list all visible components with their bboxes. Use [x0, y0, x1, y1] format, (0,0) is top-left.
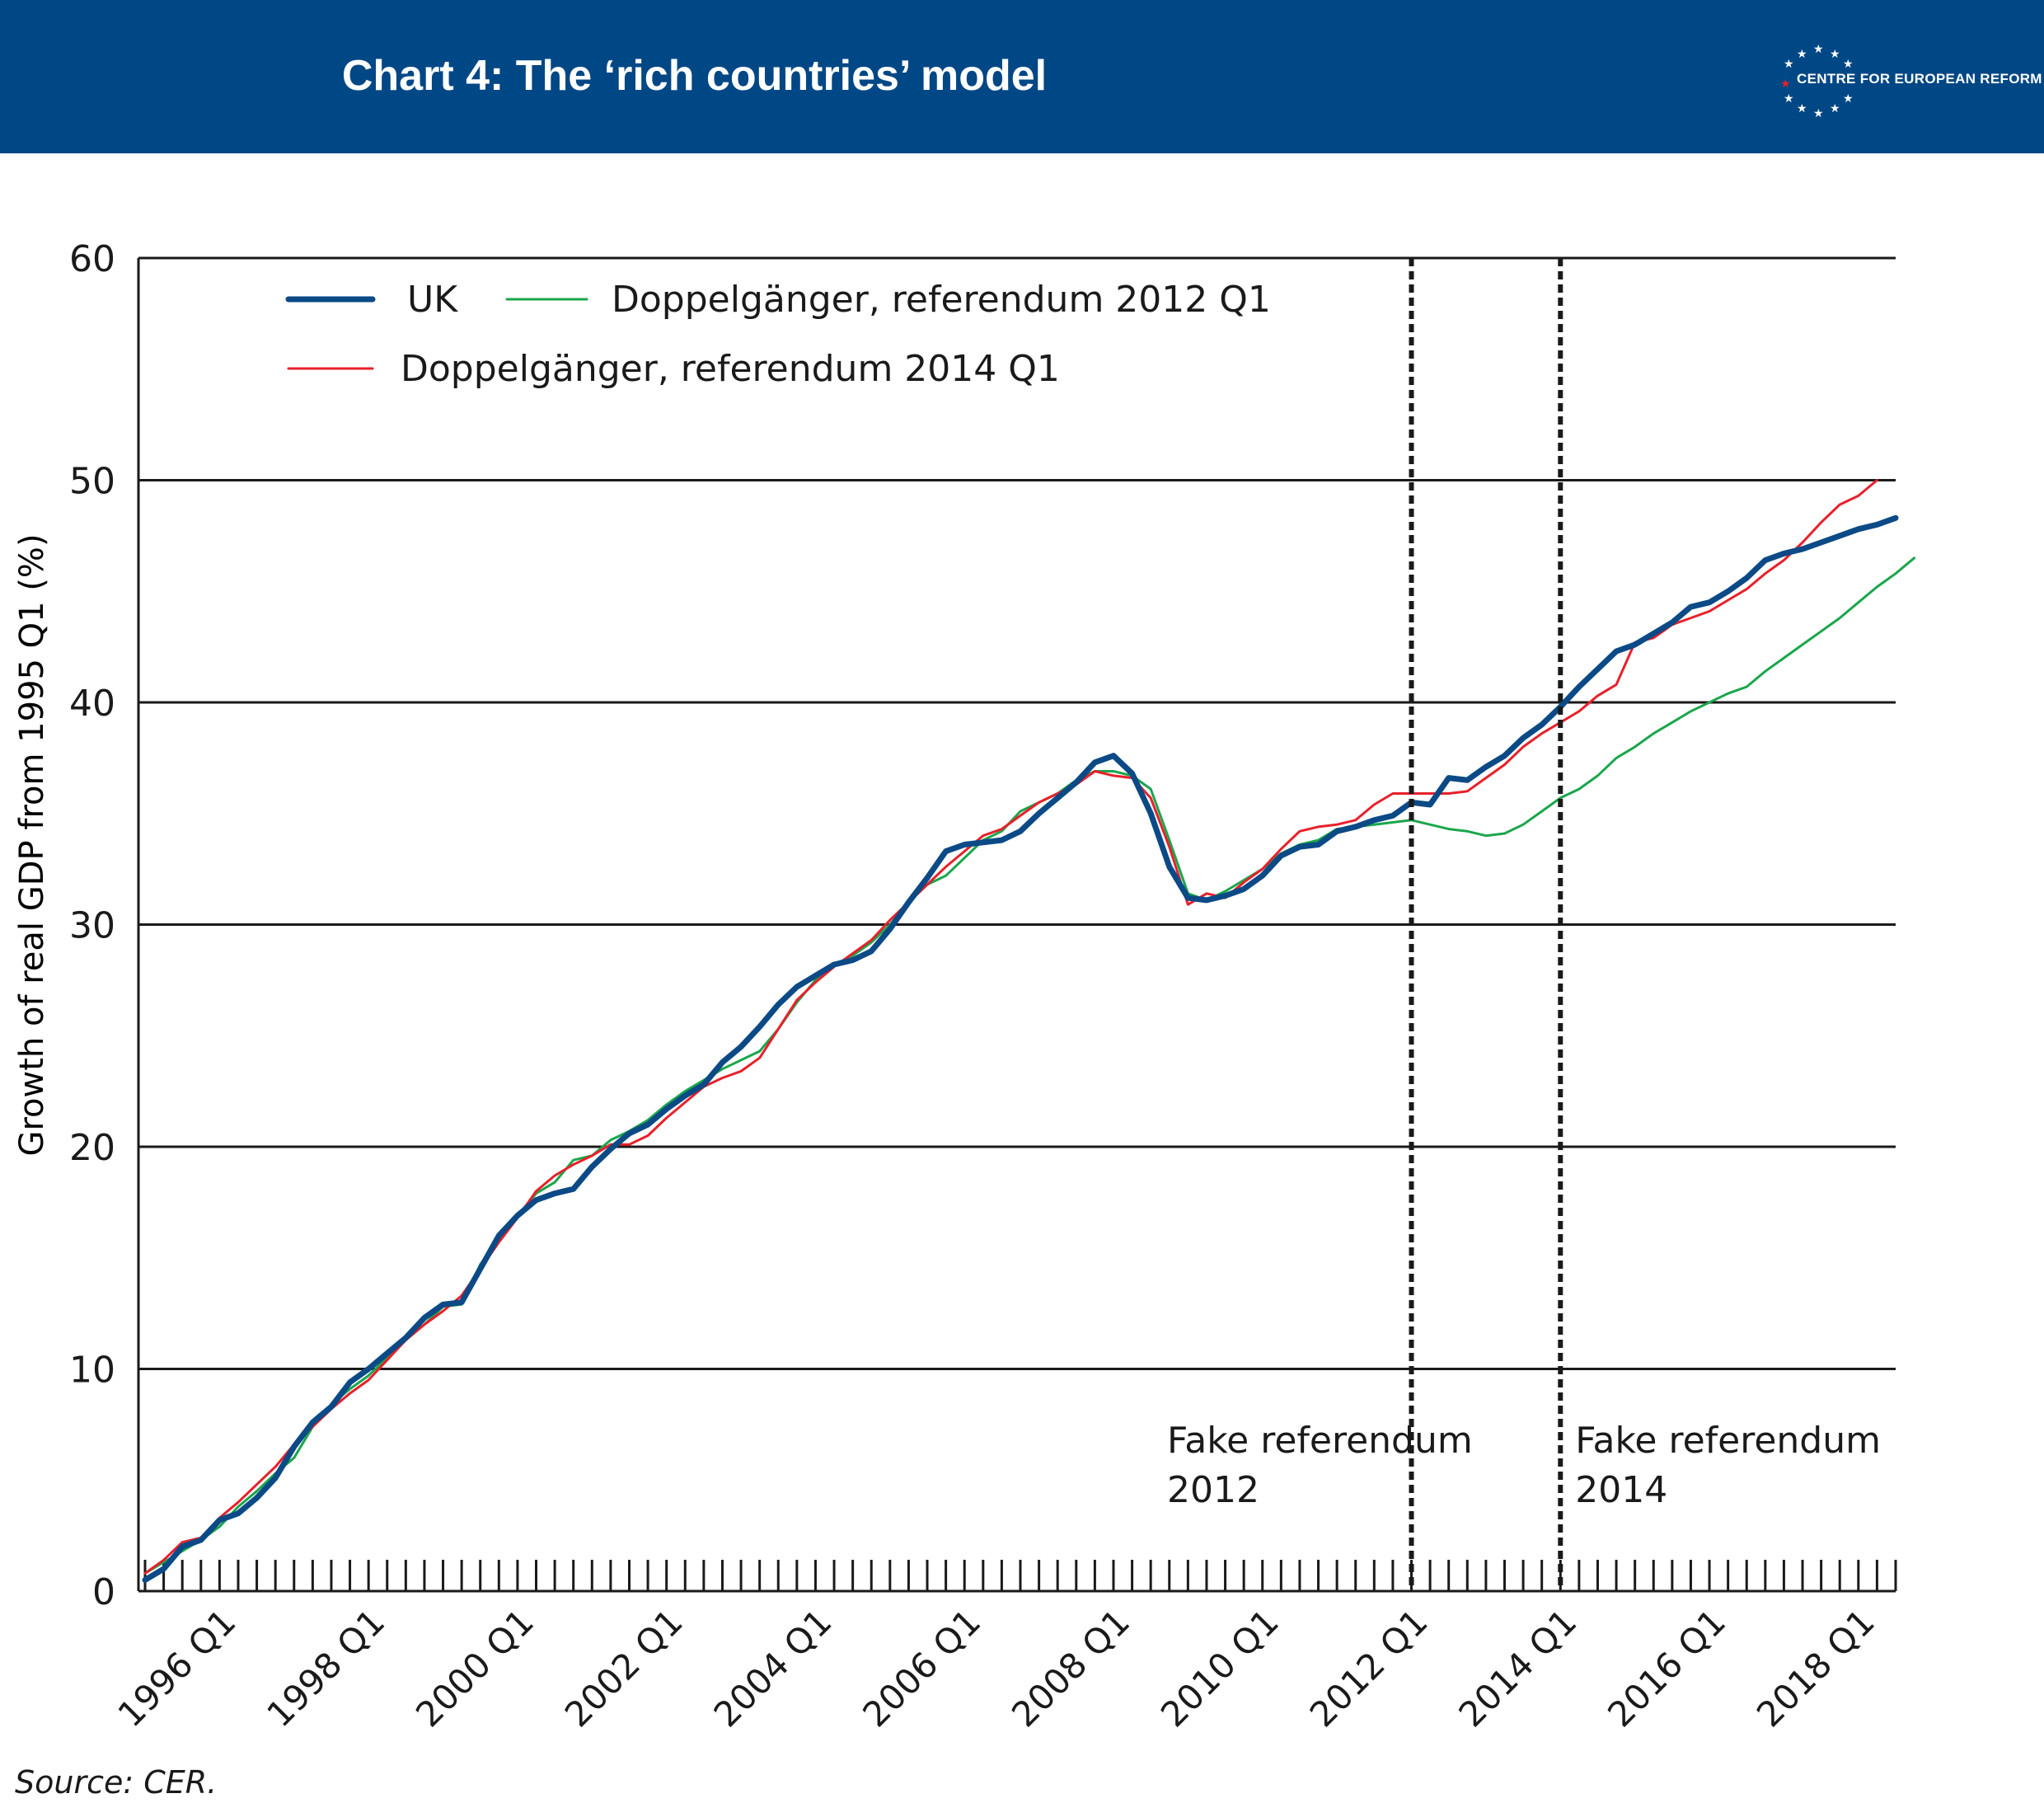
x-tick-label: 2004 Q1: [706, 1601, 840, 1735]
svg-text:★: ★: [1797, 102, 1807, 115]
y-tick-label: 60: [69, 238, 115, 280]
y-tick-label: 20: [69, 1127, 115, 1169]
svg-text:★: ★: [1797, 48, 1807, 61]
x-tick-label: 2002 Q1: [557, 1601, 691, 1735]
x-tick-label: 2014 Q1: [1451, 1601, 1584, 1735]
series-line: [143, 479, 1878, 1575]
y-tick-label: 50: [69, 461, 115, 503]
source-note: Source: CER.: [15, 1764, 218, 1801]
chart-title: Chart 4: The ‘rich countries’ model: [341, 52, 1048, 100]
svg-text:★: ★: [1843, 92, 1854, 106]
y-tick-label: 10: [69, 1350, 115, 1392]
y-tick-label: 30: [69, 905, 115, 947]
svg-text:★: ★: [1780, 77, 1791, 91]
x-tick-label: 2008 Q1: [1004, 1601, 1137, 1735]
svg-text:★: ★: [1843, 58, 1854, 71]
header-banner: Chart 4: The ‘rich countries’ model ★ ★ ★ …: [0, 0, 2044, 153]
svg-text:★: ★: [1830, 102, 1840, 115]
annotation-label: 2014: [1575, 1469, 1667, 1511]
x-tick-label: 2006 Q1: [855, 1601, 988, 1735]
x-tick-label: 2016 Q1: [1600, 1601, 1733, 1735]
x-tick-label: 2010 Q1: [1153, 1601, 1287, 1735]
annotation-label: Fake referendum: [1167, 1420, 1473, 1462]
legend: UK Doppelgänger, referendum 2012 Q1 Doppel…: [285, 279, 1271, 390]
annotations: Fake referendum 2012 Fake referendum 2014: [1167, 258, 1881, 1591]
svg-text:★: ★: [1813, 107, 1824, 117]
x-tick-label: 1996 Q1: [110, 1601, 244, 1735]
x-minor-ticks: [143, 1560, 1897, 1591]
svg-text:★: ★: [1784, 58, 1794, 71]
series-line: [142, 514, 1899, 1583]
annotation-label: Fake referendum: [1575, 1420, 1881, 1462]
eu-stars-icon: ★ ★ ★ ★ ★ ★ ★ ★ ★ ★ ★: [1780, 45, 1854, 117]
svg-text:★: ★: [1784, 92, 1794, 106]
x-tick-label: 2018 Q1: [1749, 1601, 1882, 1735]
svg-text:★: ★: [1830, 48, 1840, 61]
x-tick-label: 2000 Q1: [408, 1601, 541, 1735]
legend-label: Doppelgänger, referendum 2012 Q1: [612, 279, 1271, 321]
y-axis-label: Growth of real GDP from 1995 Q1 (%): [13, 533, 51, 1156]
x-tick-label: 2012 Q1: [1302, 1601, 1436, 1735]
grid: [137, 256, 1896, 1593]
y-tick-label: 0: [92, 1571, 115, 1613]
x-tick-labels: 1996 Q1 1998 Q1 2000 Q1 2002 Q1 2004 Q1 2006 …: [110, 1601, 1882, 1735]
legend-label: Doppelgänger, referendum 2014 Q1: [401, 348, 1060, 390]
series-lines: [142, 479, 1916, 1583]
legend-label: UK: [407, 279, 458, 321]
logo-text: CENTRE FOR EUROPEAN REFORM: [1797, 71, 2042, 87]
annotation-label: 2012: [1167, 1469, 1259, 1511]
svg-text:★: ★: [1813, 45, 1824, 56]
y-tick-labels: 0 10 20 30 40 50 60: [69, 238, 115, 1613]
x-tick-label: 1998 Q1: [259, 1601, 392, 1735]
y-tick-label: 40: [69, 683, 115, 725]
